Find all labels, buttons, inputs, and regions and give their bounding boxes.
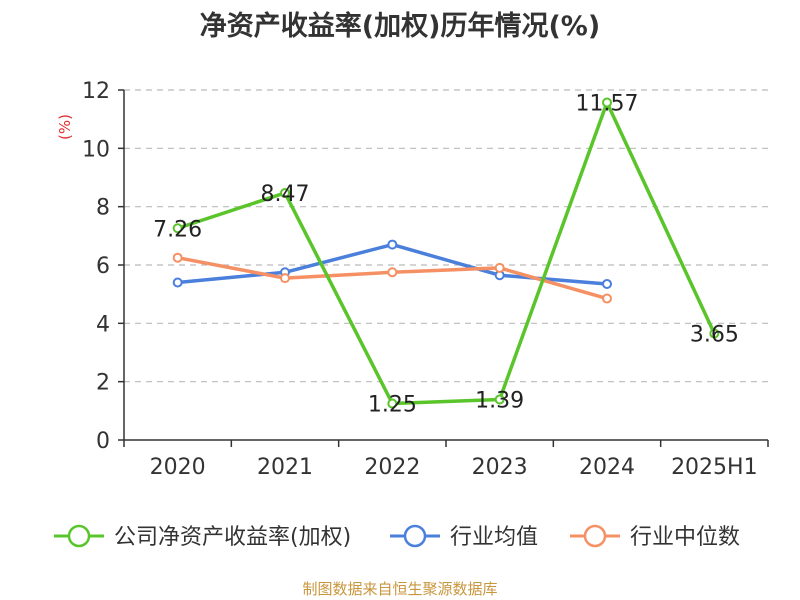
data-labels: 7.26 8.47 1.25 1.39 11.57 3.65 [153,92,739,418]
legend-label-1: 行业均值 [450,525,538,550]
legend-item-1: 行业均值 [390,524,538,550]
point-s0-2022 [387,398,398,409]
y-tick-label-10: 10 [82,137,110,162]
point-s2-2020 [172,252,183,263]
source-note: 制图数据来自恒生聚源数据库 [302,580,498,598]
y-tick-label-2: 2 [96,371,110,396]
legend-marker-1 [403,524,427,548]
y-axis-unit-label: (%) [56,114,74,140]
legend-marker-0 [67,524,91,548]
point-s1-2022 [387,239,398,250]
point-s0-2024 [602,97,612,108]
x-tick-label-2020: 2020 [150,455,206,480]
grid-lines [124,89,768,383]
series-line-0 [177,100,716,406]
point-s0-2021 [280,187,290,198]
legend-marker-2 [583,524,607,548]
y-tick-label-8: 8 [96,196,110,221]
legend-item-0: 公司净资产收益率(加权) [54,524,351,550]
series-lines [172,97,720,409]
data-label-2022: 1.25 [368,393,417,418]
legend-label-0: 公司净资产收益率(加权) [114,525,351,550]
y-tick-label-6: 6 [96,254,110,279]
x-tick-label-2021: 2021 [257,455,313,480]
legend-item-2: 行业中位数 [570,524,740,550]
axes: 0 2 4 6 8 10 12 2020 2021 2022 2023 2024 2025H1 (%) [56,79,769,480]
point-s0-2020 [172,223,183,234]
data-label-2021: 8.47 [261,182,310,207]
point-s1-2024 [602,278,612,289]
data-label-2024: 11.57 [576,92,639,117]
data-label-2020: 7.26 [153,217,202,242]
y-tick-label-0: 0 [96,429,110,454]
point-s2-2022 [387,267,398,278]
point-s2-2023 [494,262,505,273]
data-label-2025H1: 3.65 [690,323,739,348]
point-s0-2023 [494,394,505,405]
chart-title: 净资产收益率(加权)历年情况(%) [199,11,601,42]
point-s1-2020 [172,277,183,288]
data-label-2023: 1.39 [475,388,524,413]
x-tick-label-2023: 2023 [472,455,528,480]
point-s0-2025H1 [709,328,720,339]
point-s2-2024 [602,293,612,304]
x-tick-label-2025H1: 2025H1 [671,455,758,480]
y-tick-label-12: 12 [82,79,110,104]
legend: 公司净资产收益率(加权) 行业均值 行业中位数 [54,524,740,550]
x-tick-label-2022: 2022 [364,455,420,480]
legend-label-2: 行业中位数 [630,525,740,550]
x-tick-label-2024: 2024 [579,455,635,480]
point-s2-2021 [280,273,290,284]
y-tick-label-4: 4 [96,312,110,337]
